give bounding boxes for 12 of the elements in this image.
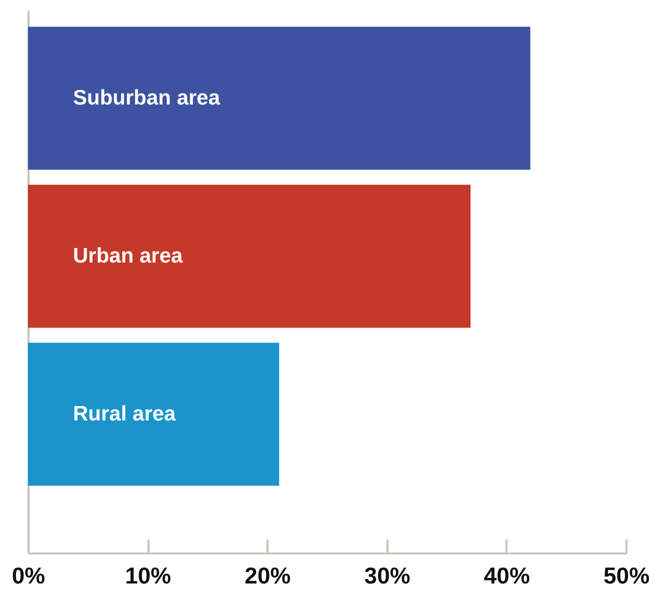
bar [28, 184, 471, 328]
x-tick-label: 40% [484, 562, 530, 588]
y-tick-label: Urban area [73, 244, 184, 268]
x-tick-label: 10% [125, 562, 172, 588]
x-tick-label: 20% [244, 562, 291, 588]
x-tick-label: 0% [12, 562, 46, 588]
y-tick-label: Rural area [73, 402, 176, 426]
x-tick-label: 50% [603, 562, 649, 588]
x-tick-label: 30% [364, 562, 410, 588]
bar [28, 26, 530, 170]
bar [28, 342, 280, 486]
y-tick-label: Suburban area [73, 86, 220, 110]
